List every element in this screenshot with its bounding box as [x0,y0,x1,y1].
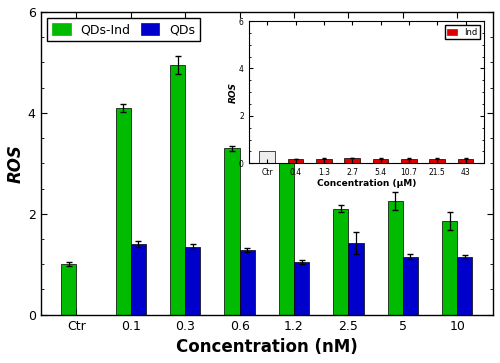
Bar [61,264,76,315]
Bar [131,244,146,315]
Legend: QDs-Ind, QDs: QDs-Ind, QDs [47,18,201,41]
Bar [279,52,294,315]
Bar [388,201,403,315]
Y-axis label: ROS: ROS [7,144,25,183]
Bar [294,262,310,315]
X-axis label: Concentration (nM): Concentration (nM) [176,338,358,356]
Bar [224,148,240,315]
Bar [170,65,185,315]
Bar [240,250,255,315]
Bar [333,209,348,315]
Bar [403,257,418,315]
Bar [458,257,472,315]
Bar [185,246,200,315]
Bar [348,243,364,315]
Bar [442,221,458,315]
Bar [116,108,131,315]
